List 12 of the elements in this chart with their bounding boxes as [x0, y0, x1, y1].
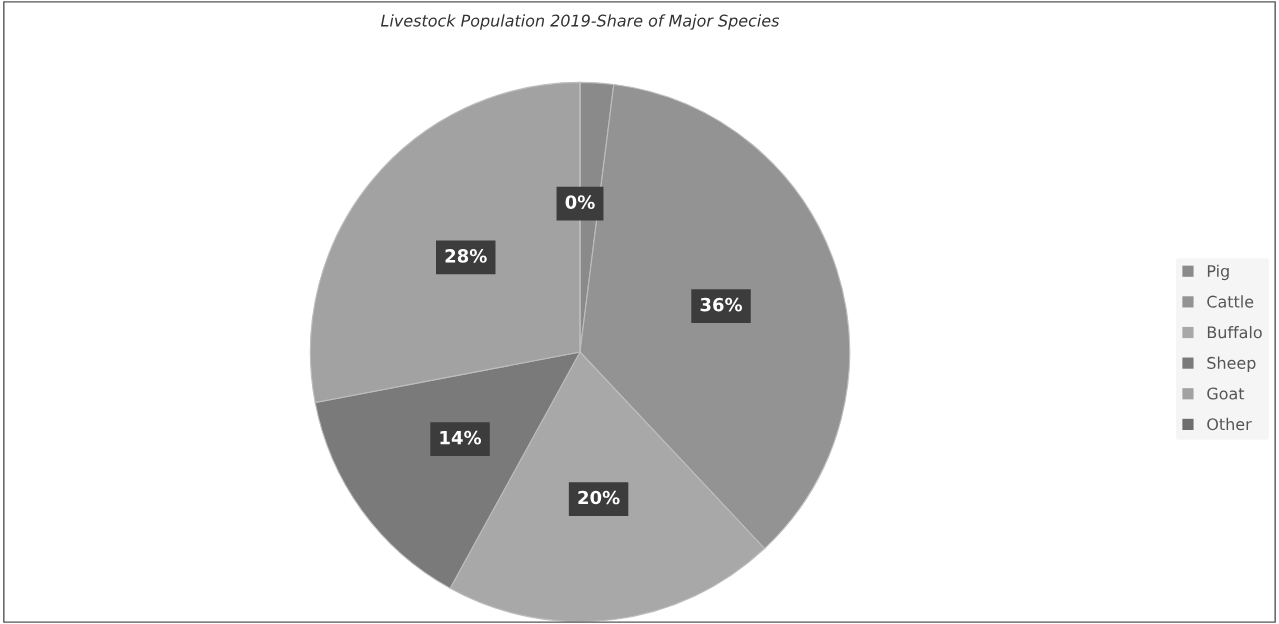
legend-label: Sheep — [1207, 356, 1256, 373]
data-label: 14% — [440, 430, 482, 445]
data-label: 20% — [578, 490, 620, 505]
text: 0% — [565, 195, 595, 209]
legend-label: Cattle — [1207, 295, 1254, 308]
data-label: 28% — [445, 249, 487, 263]
legend-label: Buffalo — [1207, 325, 1262, 339]
legend-label: Other — [1207, 417, 1252, 431]
chart-title: Livestock Population 2019-Share of Major Species — [380, 14, 780, 30]
legend-label: Pig — [1207, 264, 1229, 281]
legend-label: Goat — [1207, 387, 1245, 400]
data-label: 36% — [700, 297, 743, 312]
